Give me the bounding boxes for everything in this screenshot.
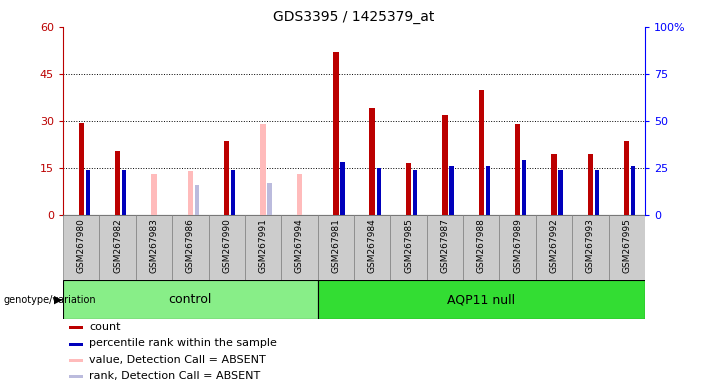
Bar bbox=[551, 154, 557, 215]
Text: control: control bbox=[169, 293, 212, 306]
Bar bbox=[245, 215, 281, 280]
Bar bbox=[608, 215, 645, 280]
Bar bbox=[587, 154, 593, 215]
Bar bbox=[188, 171, 193, 215]
Bar bbox=[515, 124, 520, 215]
Bar bbox=[406, 163, 411, 215]
Bar bbox=[151, 174, 157, 215]
Text: GSM267988: GSM267988 bbox=[477, 218, 486, 273]
Text: rank, Detection Call = ABSENT: rank, Detection Call = ABSENT bbox=[89, 371, 261, 381]
Text: GSM267981: GSM267981 bbox=[332, 218, 340, 273]
Text: GSM267980: GSM267980 bbox=[77, 218, 86, 273]
Bar bbox=[318, 280, 645, 319]
Text: GSM267987: GSM267987 bbox=[440, 218, 449, 273]
Bar bbox=[63, 280, 318, 319]
Text: GSM267983: GSM267983 bbox=[149, 218, 158, 273]
Bar bbox=[340, 162, 345, 215]
Bar bbox=[369, 108, 375, 215]
Bar bbox=[479, 89, 484, 215]
Text: genotype/variation: genotype/variation bbox=[4, 295, 96, 305]
Text: percentile rank within the sample: percentile rank within the sample bbox=[89, 338, 277, 348]
Text: GSM267992: GSM267992 bbox=[550, 218, 559, 273]
Text: GSM267982: GSM267982 bbox=[113, 218, 122, 273]
Bar bbox=[413, 170, 417, 215]
Bar bbox=[69, 376, 83, 378]
Bar bbox=[281, 215, 318, 280]
Bar bbox=[354, 215, 390, 280]
Bar bbox=[427, 215, 463, 280]
Bar bbox=[572, 215, 608, 280]
Bar bbox=[209, 215, 245, 280]
Text: GSM267995: GSM267995 bbox=[622, 218, 631, 273]
Text: GSM267986: GSM267986 bbox=[186, 218, 195, 273]
Bar bbox=[69, 326, 83, 329]
Bar bbox=[631, 166, 636, 215]
Bar bbox=[231, 170, 236, 215]
Bar bbox=[318, 215, 354, 280]
Bar bbox=[224, 141, 229, 215]
Bar bbox=[333, 52, 339, 215]
Text: ▶: ▶ bbox=[54, 295, 62, 305]
Bar bbox=[376, 168, 381, 215]
Bar bbox=[536, 215, 572, 280]
Bar bbox=[463, 215, 499, 280]
Text: GSM267985: GSM267985 bbox=[404, 218, 413, 273]
Bar bbox=[172, 215, 209, 280]
Text: GSM267989: GSM267989 bbox=[513, 218, 522, 273]
Text: count: count bbox=[89, 322, 121, 332]
Bar bbox=[499, 215, 536, 280]
Bar bbox=[390, 215, 427, 280]
Bar bbox=[522, 161, 526, 215]
Bar bbox=[624, 141, 629, 215]
Bar bbox=[486, 166, 490, 215]
Bar bbox=[268, 183, 272, 215]
Bar bbox=[86, 170, 90, 215]
Bar bbox=[442, 115, 448, 215]
Bar bbox=[297, 174, 302, 215]
Title: GDS3395 / 1425379_at: GDS3395 / 1425379_at bbox=[273, 10, 435, 25]
Bar bbox=[69, 343, 83, 346]
Bar bbox=[115, 151, 121, 215]
Text: GSM267994: GSM267994 bbox=[295, 218, 304, 273]
Bar bbox=[63, 215, 100, 280]
Bar bbox=[559, 170, 563, 215]
Bar bbox=[136, 215, 172, 280]
Text: GSM267991: GSM267991 bbox=[259, 218, 268, 273]
Bar bbox=[594, 170, 599, 215]
Text: GSM267993: GSM267993 bbox=[586, 218, 595, 273]
Bar bbox=[79, 122, 84, 215]
Text: value, Detection Call = ABSENT: value, Detection Call = ABSENT bbox=[89, 354, 266, 364]
Bar bbox=[195, 185, 199, 215]
Bar bbox=[260, 124, 266, 215]
Text: GSM267984: GSM267984 bbox=[368, 218, 376, 273]
Bar bbox=[122, 170, 126, 215]
Bar bbox=[69, 359, 83, 362]
Text: GSM267990: GSM267990 bbox=[222, 218, 231, 273]
Bar bbox=[100, 215, 136, 280]
Text: AQP11 null: AQP11 null bbox=[447, 293, 515, 306]
Bar bbox=[449, 166, 454, 215]
